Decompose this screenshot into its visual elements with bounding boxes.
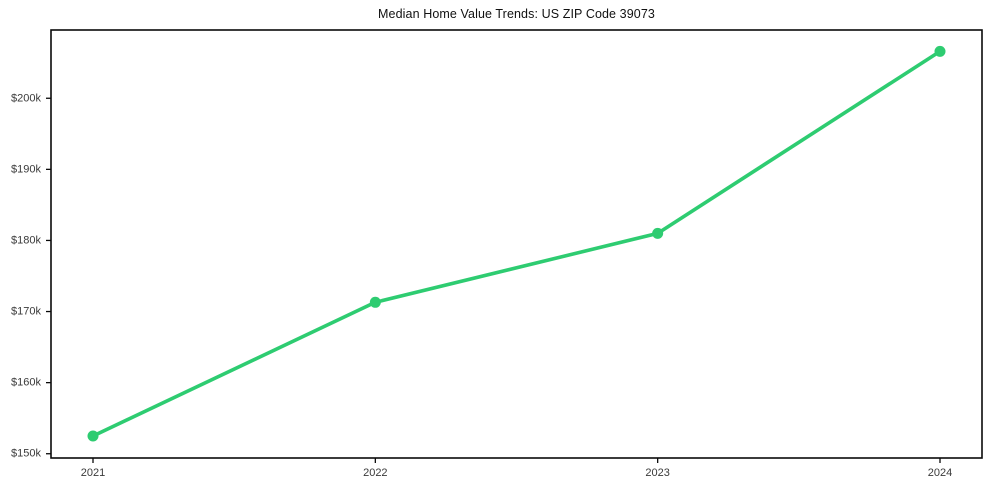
data-point-marker: [87, 430, 99, 442]
x-axis-tick-label: 2021: [81, 467, 105, 479]
data-point-marker: [652, 227, 664, 239]
x-axis-tick-label: 2023: [645, 467, 669, 479]
x-axis-tick-label: 2022: [363, 467, 387, 479]
y-axis-tick-label: $190k: [11, 163, 41, 175]
x-axis-tick-label: 2024: [928, 467, 952, 479]
y-axis-tick-label: $150k: [11, 448, 41, 460]
data-point-marker: [369, 296, 381, 308]
y-axis-tick-label: $200k: [11, 92, 41, 104]
y-axis-tick-label: $180k: [11, 234, 41, 246]
plot-border: [50, 29, 983, 459]
y-axis-tick-label: $170k: [11, 306, 41, 318]
y-axis-tick-label: $160k: [11, 377, 41, 389]
trend-line: [91, 49, 942, 438]
chart-title: Median Home Value Trends: US ZIP Code 39…: [378, 7, 655, 21]
data-point-marker: [934, 45, 946, 57]
